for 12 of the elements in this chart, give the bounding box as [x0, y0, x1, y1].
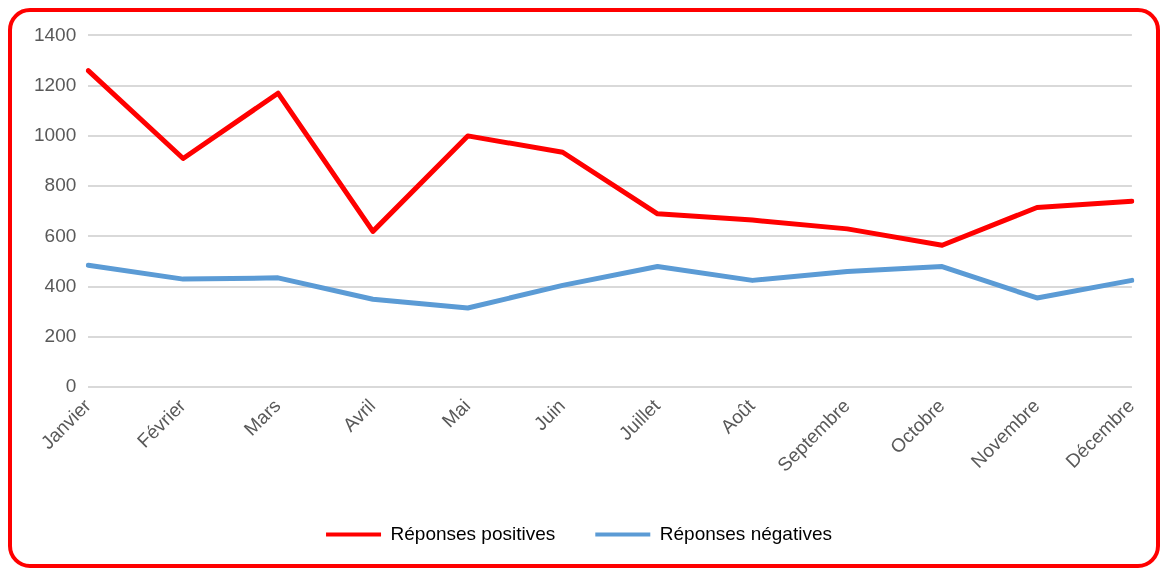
y-tick-label: 1000 — [33, 124, 77, 146]
legend-label: Réponses négatives — [659, 522, 832, 544]
y-tick-label: 800 — [44, 174, 77, 196]
legend-label: Réponses positives — [390, 522, 556, 544]
y-tick-label: 1200 — [33, 73, 77, 95]
x-tick-label: Juin — [529, 394, 570, 435]
y-tick-label: 1400 — [33, 23, 77, 45]
y-tick-label: 400 — [44, 274, 77, 296]
y-tick-label: 600 — [44, 224, 77, 246]
y-tick-label: 0 — [65, 375, 77, 397]
x-tick-label: Mai — [437, 394, 475, 432]
y-tick-label: 200 — [44, 325, 77, 347]
